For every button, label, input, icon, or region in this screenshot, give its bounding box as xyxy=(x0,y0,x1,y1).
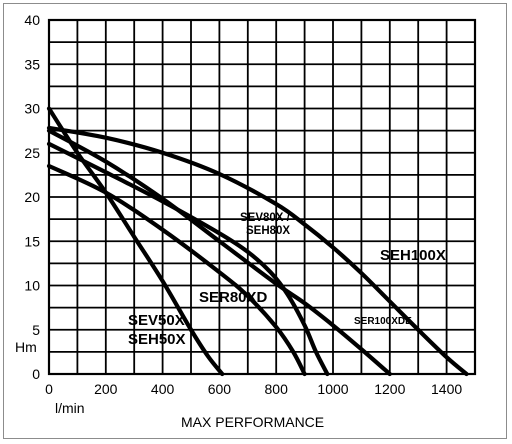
x-tick-label: 800 xyxy=(265,381,289,397)
label-sev50x: SEV50X xyxy=(128,312,185,329)
label-sev80x: SEV80X / xyxy=(240,212,291,224)
x-tick-label: 1000 xyxy=(317,381,348,397)
x-tick-label: 1400 xyxy=(431,381,462,397)
x-tick-label: 600 xyxy=(208,381,232,397)
curve-4 xyxy=(46,128,392,377)
x-tick-label: 0 xyxy=(45,381,53,397)
x-unit-label: l/min xyxy=(55,400,85,416)
curve-5 xyxy=(46,125,469,377)
y-tick-label: 30 xyxy=(24,101,40,117)
label-ser100xde: SER100XDE xyxy=(354,316,412,327)
curve-1 xyxy=(46,106,225,377)
y-tick-label: 10 xyxy=(24,278,40,294)
curve-2 xyxy=(46,163,307,377)
x-tick-label: 1200 xyxy=(374,381,405,397)
x-tick-labels: 0 200 400 600 800 1000 1200 1400 xyxy=(45,381,462,397)
label-seh50x: SEH50X xyxy=(128,331,186,348)
label-seh100x: SEH100X xyxy=(380,247,446,264)
x-tick-label: 400 xyxy=(151,381,175,397)
plot-border xyxy=(47,18,477,376)
x-axis-title: MAX PERFORMANCE xyxy=(181,414,324,430)
y-tick-labels: 0 5 10 15 20 25 30 35 40 xyxy=(24,12,40,382)
x-tick-label: 200 xyxy=(94,381,118,397)
y-tick-label: 20 xyxy=(24,189,40,205)
curves xyxy=(46,106,469,377)
y-tick-label: 25 xyxy=(24,145,40,161)
y-unit-label: Hm xyxy=(15,339,37,355)
chart-frame xyxy=(3,3,507,439)
label-ser80xd: SER80XD xyxy=(199,289,268,306)
curve-3 xyxy=(46,141,330,377)
y-tick-label: 35 xyxy=(24,56,40,72)
y-tick-label: 40 xyxy=(24,12,40,28)
label-seh80x: SEH80X xyxy=(246,225,290,237)
y-tick-label: 0 xyxy=(32,366,40,382)
y-tick-label: 5 xyxy=(32,322,40,338)
y-tick-label: 15 xyxy=(24,233,40,249)
